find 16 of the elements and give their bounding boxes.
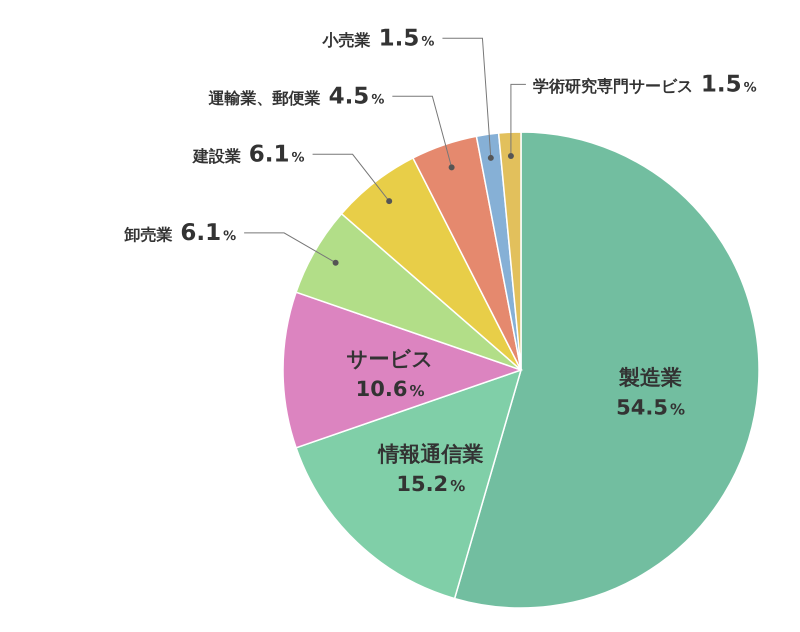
data-label: 6.1% bbox=[180, 220, 236, 246]
data-label: 54.5% bbox=[616, 395, 686, 420]
slice-label: 製造業 bbox=[618, 365, 682, 390]
data-label: 1.5% bbox=[700, 71, 757, 98]
slice-label: 小売業 bbox=[322, 30, 371, 50]
data-label: 6.1% bbox=[248, 141, 305, 168]
slice-label: 建設業 bbox=[190, 146, 241, 166]
slice-label: 学術研究専門サービス bbox=[532, 76, 693, 96]
slice-label: 卸売業 bbox=[123, 224, 172, 244]
data-label: 15.2% bbox=[396, 472, 466, 496]
slice-label: 情報通信業 bbox=[376, 442, 484, 466]
data-label: 1.5% bbox=[378, 25, 434, 52]
slice-label: サービス bbox=[346, 347, 434, 371]
data-label: 10.6% bbox=[356, 377, 425, 401]
slice-label: 運輸業、郵便業 bbox=[208, 88, 321, 108]
data-label: 4.5% bbox=[328, 83, 384, 110]
